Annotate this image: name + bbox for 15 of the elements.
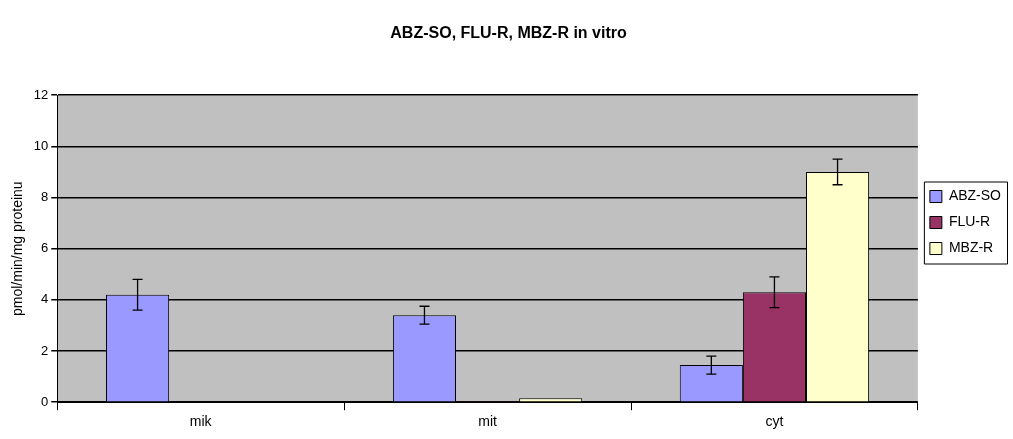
x-tick-label: mit <box>478 413 498 430</box>
y-tick-label: 0 <box>41 393 49 409</box>
y-tick-label: 4 <box>41 291 49 307</box>
x-tick-label: mik <box>189 413 213 430</box>
y-tick-label: 10 <box>33 137 49 153</box>
legend-label: ABZ-SO <box>948 187 1002 204</box>
y-axis-title: pmol/min/mg proteinu <box>9 181 26 317</box>
legend-label: FLU-R <box>948 213 991 230</box>
x-tick-label: cyt <box>765 413 784 430</box>
y-tick-label: 12 <box>33 86 49 102</box>
legend-label: MBZ-R <box>948 239 994 256</box>
chart-title: ABZ-SO, FLU-R, MBZ-R in vitro <box>390 24 627 42</box>
y-tick-label: 8 <box>41 189 49 205</box>
y-tick-label: 6 <box>41 240 49 256</box>
y-tick-label: 2 <box>41 342 49 358</box>
